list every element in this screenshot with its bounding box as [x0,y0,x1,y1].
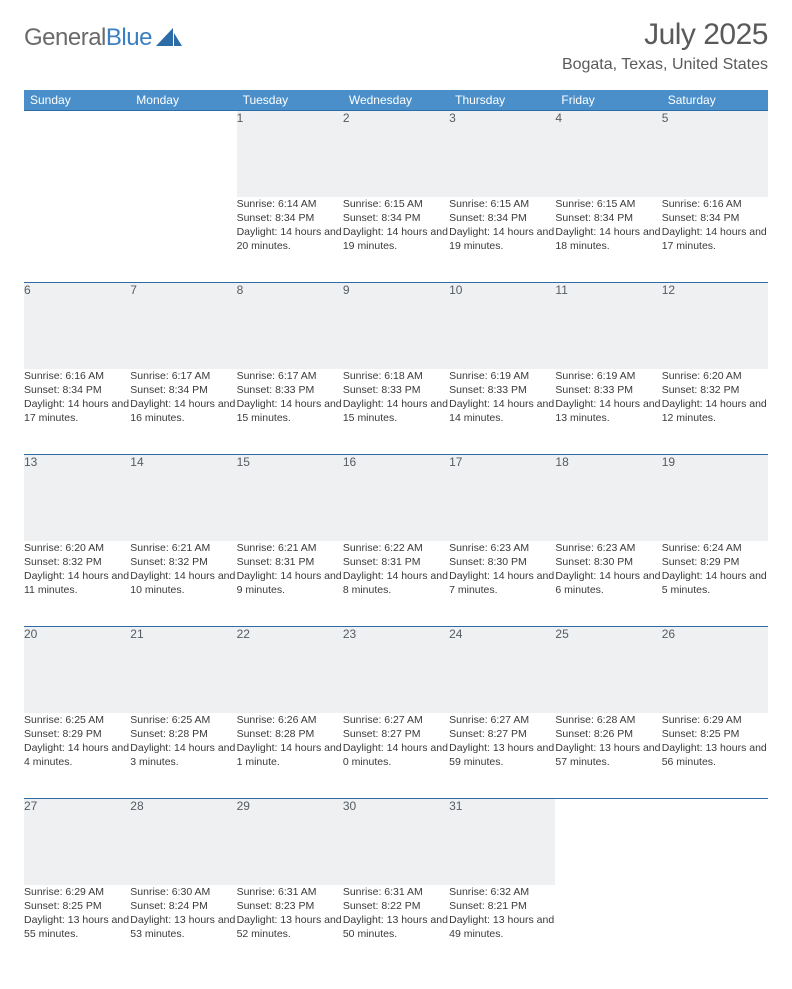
day-cell: Sunrise: 6:21 AMSunset: 8:32 PMDaylight:… [130,541,236,627]
day-cell: Sunrise: 6:15 AMSunset: 8:34 PMDaylight:… [449,197,555,283]
day-number: 24 [449,627,555,713]
day-number: 18 [555,455,661,541]
day-number: 16 [343,455,449,541]
day-cell: Sunrise: 6:21 AMSunset: 8:31 PMDaylight:… [237,541,343,627]
day-cell: Sunrise: 6:25 AMSunset: 8:29 PMDaylight:… [24,713,130,799]
day-number: 26 [662,627,768,713]
day-cell: Sunrise: 6:14 AMSunset: 8:34 PMDaylight:… [237,197,343,283]
day-body-row: Sunrise: 6:16 AMSunset: 8:34 PMDaylight:… [24,369,768,455]
day-body-row: Sunrise: 6:20 AMSunset: 8:32 PMDaylight:… [24,541,768,627]
day-number-row: 13141516171819 [24,455,768,541]
day-cell [662,885,768,971]
day-cell [555,885,661,971]
day-number: 25 [555,627,661,713]
day-cell: Sunrise: 6:32 AMSunset: 8:21 PMDaylight:… [449,885,555,971]
day-number: 22 [237,627,343,713]
day-cell [130,197,236,283]
weekday-header: Monday [130,90,236,111]
day-number: 17 [449,455,555,541]
weekday-header-row: SundayMondayTuesdayWednesdayThursdayFrid… [24,90,768,111]
day-number: 2 [343,111,449,197]
day-cell: Sunrise: 6:23 AMSunset: 8:30 PMDaylight:… [449,541,555,627]
weekday-header: Sunday [24,90,130,111]
day-cell: Sunrise: 6:19 AMSunset: 8:33 PMDaylight:… [555,369,661,455]
page-title: July 2025 [562,18,768,52]
day-number [555,799,661,885]
day-cell: Sunrise: 6:16 AMSunset: 8:34 PMDaylight:… [662,197,768,283]
day-cell: Sunrise: 6:17 AMSunset: 8:33 PMDaylight:… [237,369,343,455]
day-number: 30 [343,799,449,885]
day-number: 3 [449,111,555,197]
day-number: 23 [343,627,449,713]
day-number: 28 [130,799,236,885]
day-number: 6 [24,283,130,369]
weekday-header: Saturday [662,90,768,111]
day-number: 7 [130,283,236,369]
day-cell: Sunrise: 6:20 AMSunset: 8:32 PMDaylight:… [662,369,768,455]
day-cell: Sunrise: 6:17 AMSunset: 8:34 PMDaylight:… [130,369,236,455]
weekday-header: Thursday [449,90,555,111]
day-cell [24,197,130,283]
day-cell: Sunrise: 6:24 AMSunset: 8:29 PMDaylight:… [662,541,768,627]
day-cell: Sunrise: 6:16 AMSunset: 8:34 PMDaylight:… [24,369,130,455]
logo-text: GeneralBlue [24,24,152,52]
logo: GeneralBlue [24,24,182,52]
day-number: 14 [130,455,236,541]
logo-word-a: General [24,24,106,51]
day-body-row: Sunrise: 6:14 AMSunset: 8:34 PMDaylight:… [24,197,768,283]
day-number: 29 [237,799,343,885]
header: GeneralBlue July 2025 Bogata, Texas, Uni… [24,18,768,80]
day-number: 5 [662,111,768,197]
day-number: 15 [237,455,343,541]
day-cell: Sunrise: 6:25 AMSunset: 8:28 PMDaylight:… [130,713,236,799]
day-cell: Sunrise: 6:31 AMSunset: 8:22 PMDaylight:… [343,885,449,971]
day-number-row: 6789101112 [24,283,768,369]
day-cell: Sunrise: 6:18 AMSunset: 8:33 PMDaylight:… [343,369,449,455]
day-cell: Sunrise: 6:28 AMSunset: 8:26 PMDaylight:… [555,713,661,799]
weekday-header: Friday [555,90,661,111]
day-number: 21 [130,627,236,713]
day-number-row: 20212223242526 [24,627,768,713]
day-cell: Sunrise: 6:26 AMSunset: 8:28 PMDaylight:… [237,713,343,799]
calendar-table: SundayMondayTuesdayWednesdayThursdayFrid… [24,90,768,971]
day-number: 20 [24,627,130,713]
title-block: July 2025 Bogata, Texas, United States [562,18,768,80]
day-cell: Sunrise: 6:27 AMSunset: 8:27 PMDaylight:… [449,713,555,799]
day-cell: Sunrise: 6:20 AMSunset: 8:32 PMDaylight:… [24,541,130,627]
day-cell: Sunrise: 6:29 AMSunset: 8:25 PMDaylight:… [662,713,768,799]
day-number [662,799,768,885]
day-cell: Sunrise: 6:30 AMSunset: 8:24 PMDaylight:… [130,885,236,971]
day-body-row: Sunrise: 6:25 AMSunset: 8:29 PMDaylight:… [24,713,768,799]
logo-word-b: Blue [106,24,152,51]
day-cell: Sunrise: 6:23 AMSunset: 8:30 PMDaylight:… [555,541,661,627]
day-number: 9 [343,283,449,369]
day-number: 12 [662,283,768,369]
day-number: 11 [555,283,661,369]
day-number [130,111,236,197]
day-number: 27 [24,799,130,885]
location-text: Bogata, Texas, United States [562,56,768,74]
weekday-header: Wednesday [343,90,449,111]
day-number: 13 [24,455,130,541]
day-number: 4 [555,111,661,197]
day-cell: Sunrise: 6:29 AMSunset: 8:25 PMDaylight:… [24,885,130,971]
logo-sail-icon [156,28,182,48]
day-cell: Sunrise: 6:22 AMSunset: 8:31 PMDaylight:… [343,541,449,627]
day-number: 1 [237,111,343,197]
day-number: 31 [449,799,555,885]
day-number: 10 [449,283,555,369]
day-cell: Sunrise: 6:31 AMSunset: 8:23 PMDaylight:… [237,885,343,971]
day-number-row: 2728293031 [24,799,768,885]
weekday-header: Tuesday [237,90,343,111]
day-number [24,111,130,197]
day-number: 19 [662,455,768,541]
day-number-row: 12345 [24,111,768,197]
day-cell: Sunrise: 6:15 AMSunset: 8:34 PMDaylight:… [343,197,449,283]
day-cell: Sunrise: 6:27 AMSunset: 8:27 PMDaylight:… [343,713,449,799]
day-number: 8 [237,283,343,369]
calendar-page: GeneralBlue July 2025 Bogata, Texas, Uni… [0,0,792,989]
day-cell: Sunrise: 6:15 AMSunset: 8:34 PMDaylight:… [555,197,661,283]
day-cell: Sunrise: 6:19 AMSunset: 8:33 PMDaylight:… [449,369,555,455]
day-body-row: Sunrise: 6:29 AMSunset: 8:25 PMDaylight:… [24,885,768,971]
